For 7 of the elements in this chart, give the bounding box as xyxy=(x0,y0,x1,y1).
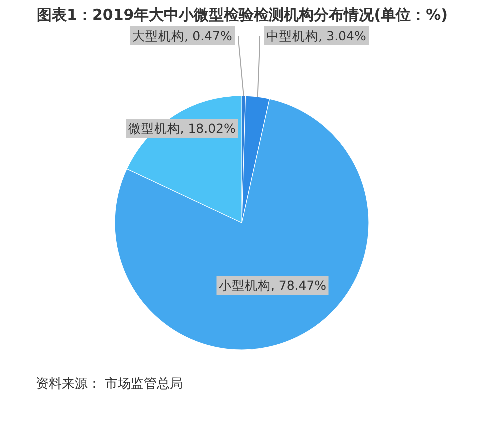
slice-label: 微型机构, 18.02% xyxy=(128,121,236,136)
pie-slice xyxy=(114,98,370,350)
slice-label: 大型机构, 0.47% xyxy=(132,28,232,44)
slice-label: 中型机构, 3.04% xyxy=(266,28,366,44)
chart-title: 图表1：2019年大中小微型检验检测机构分布情况(单位：%) xyxy=(37,6,448,24)
text: 资料来源： 市场监管总局 xyxy=(36,377,184,392)
slice-label: 小型机构, 78.47% xyxy=(218,278,327,294)
